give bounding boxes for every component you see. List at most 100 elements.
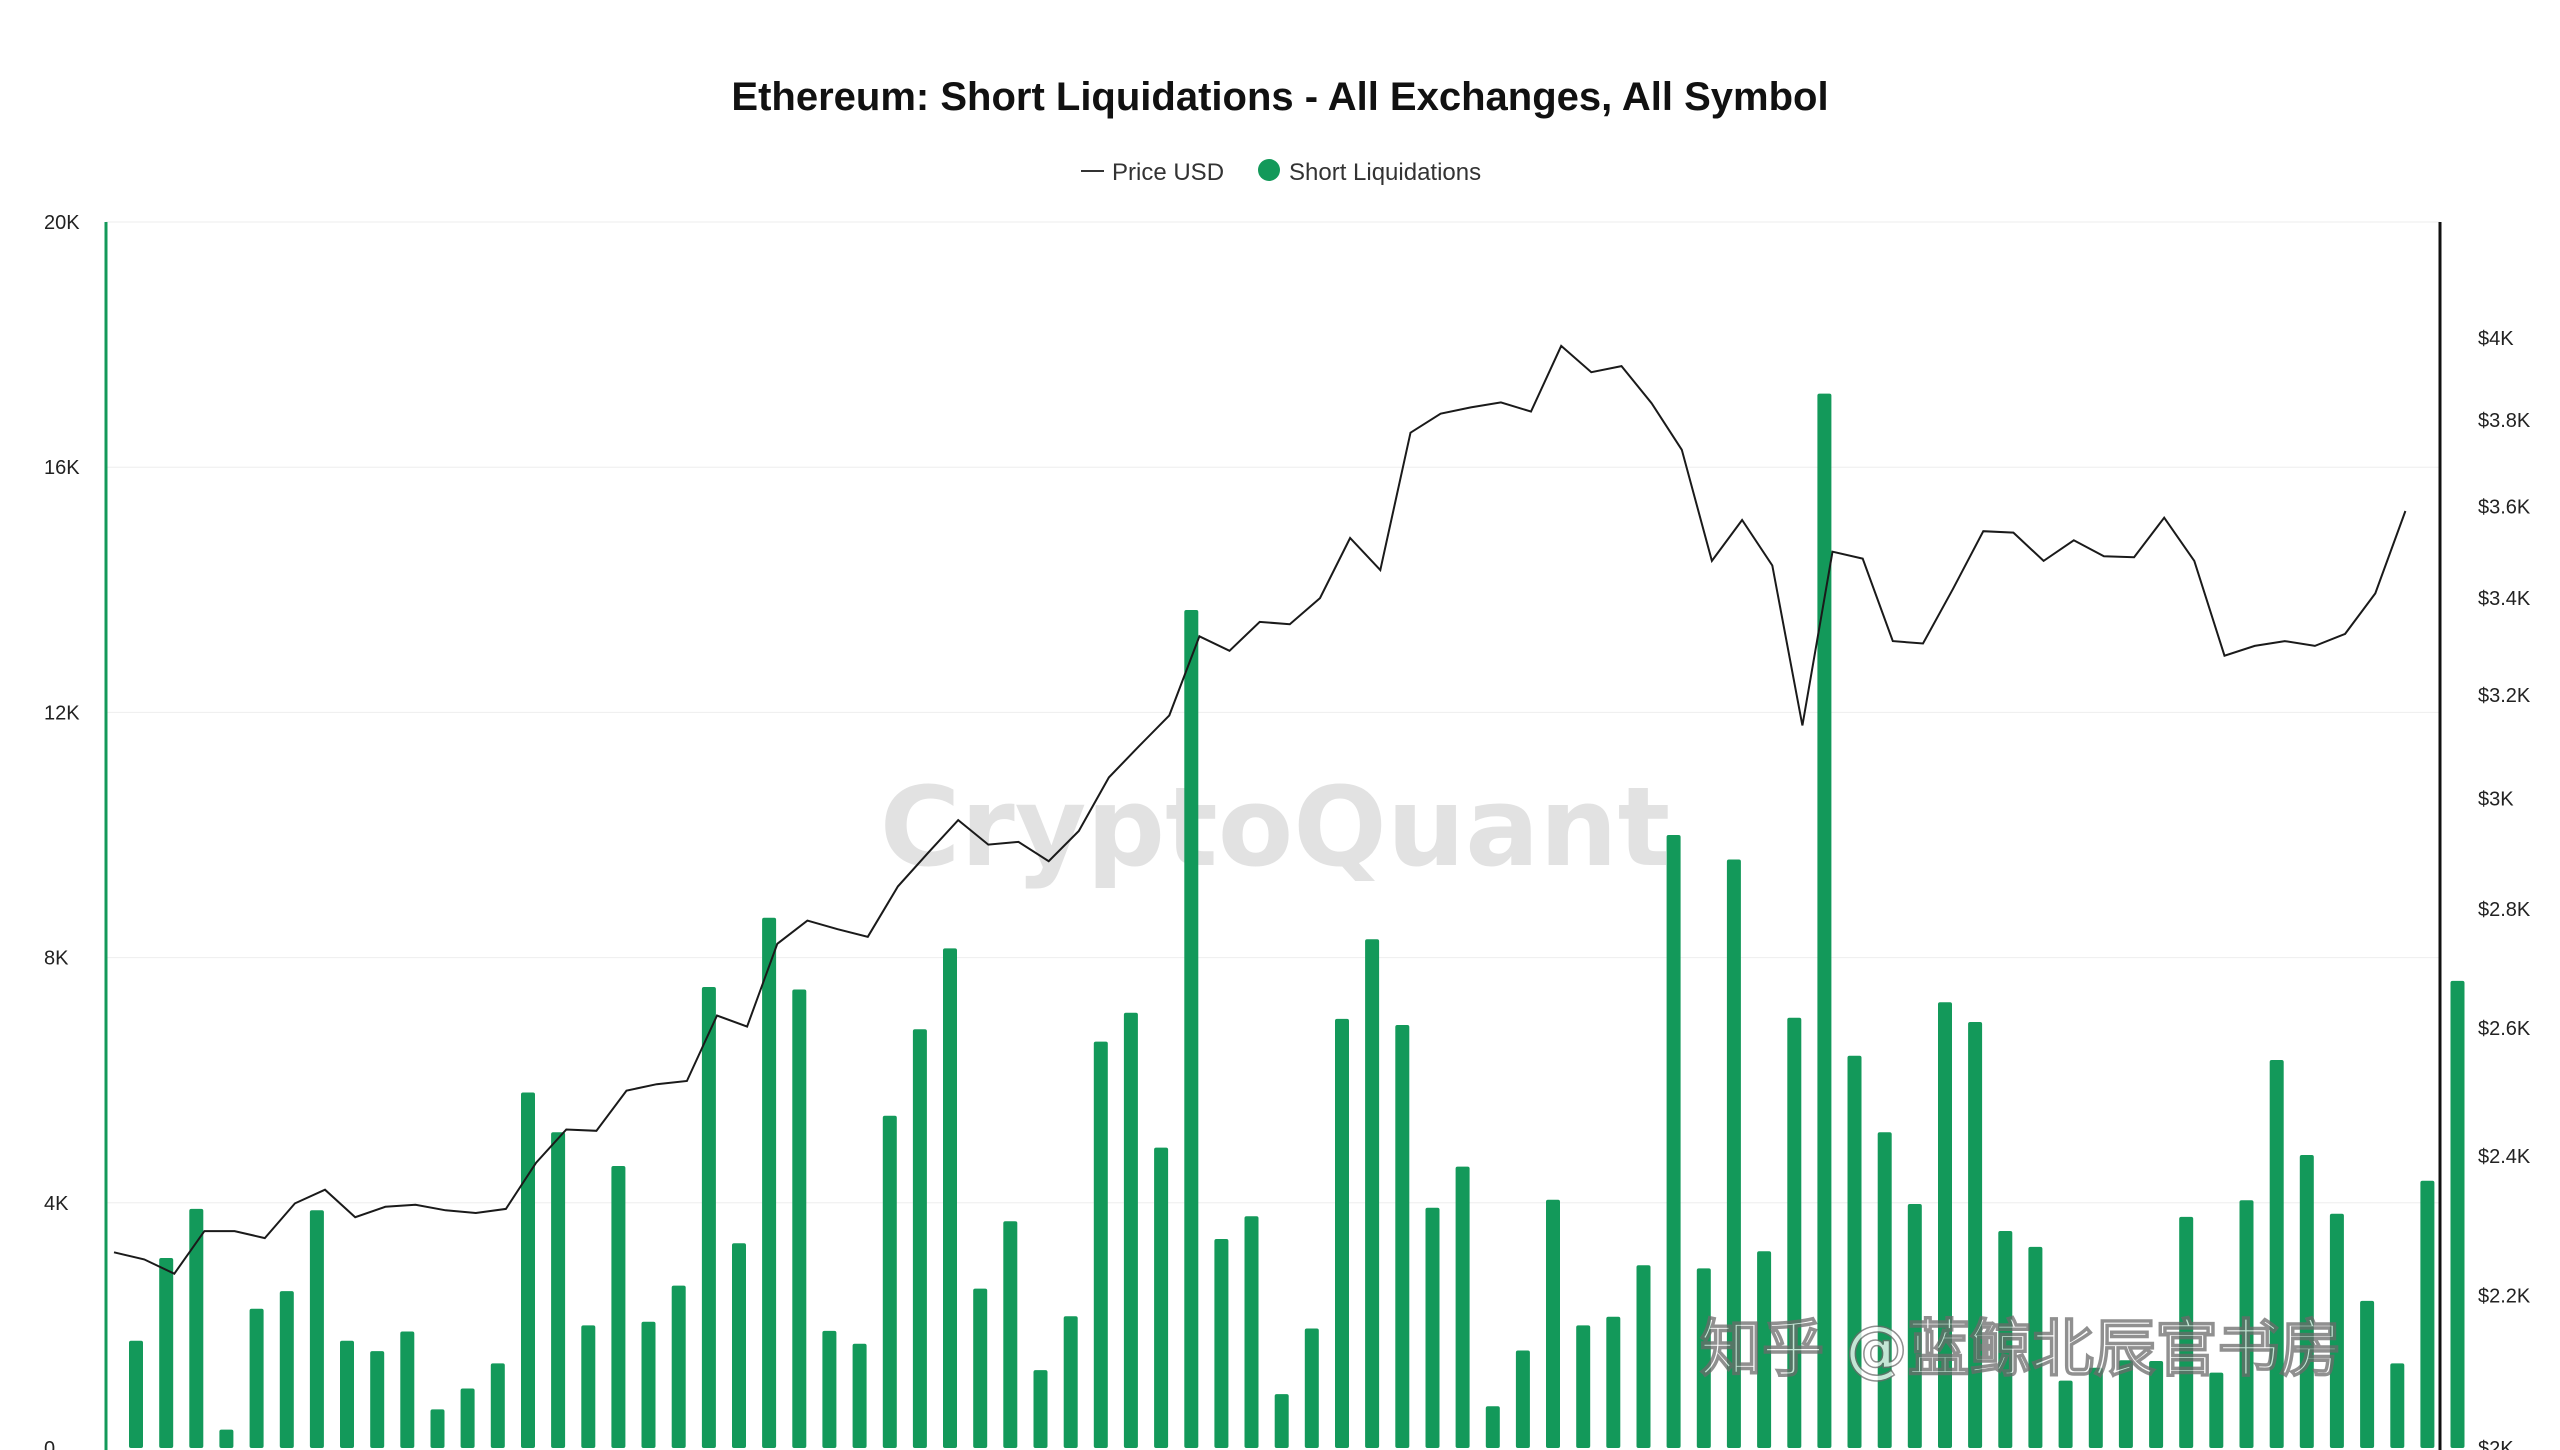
short-liquidation-bar <box>1938 1002 1952 1448</box>
short-liquidation-bar <box>1184 610 1199 1448</box>
legend[interactable]: Price USD Short Liquidations <box>1081 159 1481 186</box>
short-liquidation-bar <box>1757 1251 1772 1448</box>
left-axis-tick-label: 4K <box>44 1193 69 1215</box>
short-liquidation-bar <box>340 1340 354 1448</box>
short-liquidation-bar <box>2420 1180 2435 1448</box>
short-liquidation-bar <box>1968 1022 1983 1448</box>
short-liquidation-bar <box>2058 1380 2073 1448</box>
short-liquidation-bar <box>159 1258 174 1448</box>
right-axis-tick-label: $2K <box>2478 1438 2514 1450</box>
short-liquidation-bar <box>882 1115 897 1448</box>
short-liquidation-bar <box>1907 1204 1922 1448</box>
short-liquidation-bar <box>1154 1147 1169 1448</box>
short-liquidation-bar <box>370 1351 385 1448</box>
short-liquidation-bar <box>2450 980 2465 1448</box>
short-liquidation-bar <box>219 1429 234 1448</box>
short-liquidation-bar <box>1093 1041 1108 1448</box>
short-liquidation-bar <box>1063 1316 1078 1448</box>
short-liquidation-bar <box>1244 1216 1259 1448</box>
short-liquidation-bar <box>701 987 716 1448</box>
short-liquidation-bar <box>2118 1360 2133 1448</box>
short-liquidation-bar <box>2239 1200 2254 1448</box>
short-liquidation-bars <box>129 393 2465 1449</box>
legend-short-liq-label[interactable]: Short Liquidations <box>1289 159 1481 186</box>
short-liquidation-bar <box>822 1330 837 1448</box>
short-liquidation-bar <box>1787 1017 1802 1448</box>
short-liquidation-bar <box>1696 1268 1711 1448</box>
right-axis-tick-label: $2.6K <box>2478 1018 2531 1040</box>
short-liquidation-bar <box>1546 1199 1560 1448</box>
legend-short-liq-dot <box>1258 159 1280 181</box>
short-liquidation-bar <box>1335 1018 1349 1448</box>
price-usd-line <box>113 344 2407 1275</box>
short-liquidation-bar <box>1214 1239 1229 1448</box>
short-liquidation-bar <box>1425 1207 1440 1448</box>
short-liquidation-bar <box>400 1331 415 1448</box>
right-axis-tick-label: $2.4K <box>2478 1146 2531 1168</box>
right-axis-ticks: $2K $2.2K $2.4K $2.6K $2.8K $3K $3.2K $3.4K $3.6… <box>2478 328 2531 1450</box>
short-liquidation-bar <box>852 1343 867 1448</box>
short-liquidation-bar <box>762 917 777 1448</box>
short-liquidation-bar <box>1817 393 1832 1449</box>
corner-watermark: 知乎 @蓝鲸北辰官书房 <box>1700 1312 2342 1385</box>
short-liquidation-bar <box>1003 1221 1018 1448</box>
left-axis-tick-label: 20K <box>44 212 80 234</box>
short-liquidation-bar <box>2269 1060 2284 1448</box>
short-liquidation-bar <box>1998 1231 2013 1448</box>
left-axis-tick-label: 12K <box>44 702 80 724</box>
short-liquidation-bar <box>2360 1300 2375 1448</box>
short-liquidation-bar <box>279 1291 294 1448</box>
short-liquidation-bar <box>973 1288 988 1448</box>
short-liquidation-bar <box>1726 859 1741 1448</box>
short-liquidation-bar <box>1274 1394 1289 1448</box>
short-liquidation-bar <box>611 1166 626 1448</box>
left-axis-tick-label: 8K <box>44 948 69 970</box>
short-liquidation-bar <box>2179 1216 2194 1448</box>
short-liquidation-bar <box>2149 1361 2164 1448</box>
right-axis-tick-label: $2.2K <box>2478 1285 2531 1307</box>
short-liquidation-bar <box>671 1285 686 1448</box>
short-liquidation-bar <box>943 948 957 1448</box>
short-liquidation-bar <box>1847 1055 1862 1448</box>
short-liquidation-bar <box>2209 1372 2224 1448</box>
short-liquidation-bar <box>1365 939 1380 1448</box>
short-liquidation-bar <box>2028 1246 2043 1448</box>
right-axis-tick-label: $3.4K <box>2478 588 2531 610</box>
short-liquidation-bar <box>1636 1265 1651 1448</box>
right-axis-tick-label: $2.8K <box>2478 899 2531 921</box>
short-liquidation-bar <box>1606 1316 1621 1448</box>
short-liquidation-bar <box>641 1321 656 1448</box>
right-axis-tick-label: $3.8K <box>2478 410 2531 432</box>
right-axis-tick-label: $4K <box>2478 328 2514 350</box>
short-liquidation-bar <box>2299 1155 2314 1448</box>
short-liquidation-bar <box>2329 1213 2344 1448</box>
left-axis-tick-label: 0 <box>44 1438 55 1450</box>
right-axis-tick-label: $3.6K <box>2478 497 2531 519</box>
short-liquidation-bar <box>1395 1025 1410 1448</box>
short-liquidation-bar <box>1033 1370 1048 1448</box>
short-liquidation-bar <box>249 1308 264 1448</box>
short-liquidation-bar <box>792 989 807 1448</box>
short-liquidation-bar <box>2088 1367 2103 1448</box>
left-axis-tick-label: 16K <box>44 457 80 479</box>
short-liquidation-bar <box>129 1340 143 1448</box>
short-liquidation-bar <box>430 1409 445 1448</box>
short-liquidation-bar <box>1877 1132 1892 1448</box>
short-liquidation-bar <box>1455 1166 1470 1448</box>
short-liquidation-bar <box>1515 1350 1530 1448</box>
short-liquidation-bar <box>912 1029 927 1448</box>
short-liquidation-bar <box>1123 1012 1138 1448</box>
chart-title: Ethereum: Short Liquidations - All Excha… <box>731 75 1828 119</box>
short-liquidation-bar <box>581 1325 596 1448</box>
short-liquidation-bar <box>732 1243 746 1448</box>
short-liquidation-bar <box>1304 1328 1319 1448</box>
short-liquidation-bar <box>1485 1406 1500 1448</box>
short-liquidation-bar <box>2390 1363 2405 1448</box>
short-liquidation-bar <box>309 1210 324 1448</box>
short-liquidation-bar <box>490 1363 505 1448</box>
left-axis-ticks: 0 4K 8K 12K 16K 20K <box>44 212 80 1450</box>
short-liquidation-bar <box>551 1132 566 1448</box>
legend-price-label[interactable]: Price USD <box>1112 159 1224 186</box>
short-liquidation-bar <box>189 1208 204 1448</box>
